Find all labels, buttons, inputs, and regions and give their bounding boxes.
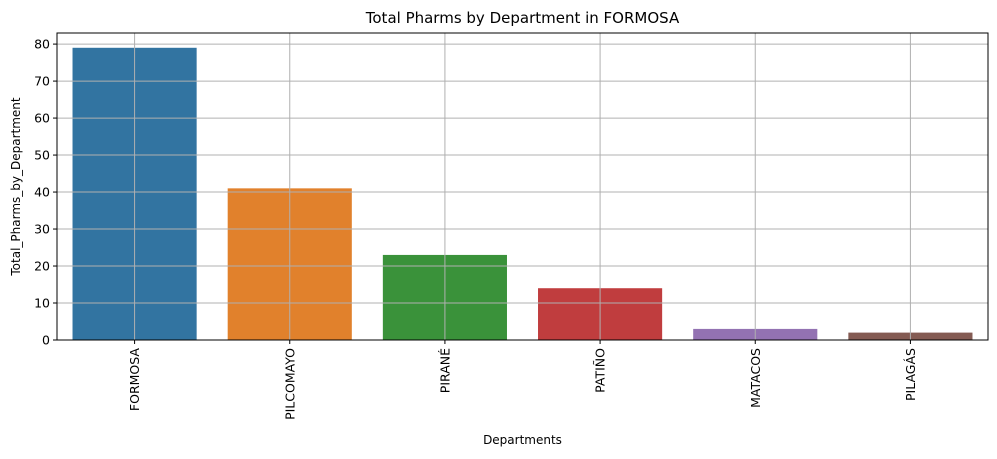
x-tick-label: MATACOS [748,348,763,408]
y-axis-label: Total_Pharms_by_Department [9,97,23,277]
y-tick-label: 50 [34,148,50,163]
y-tick-label: 10 [34,296,50,311]
x-tick-label: FORMOSA [127,348,142,412]
y-tick-label: 30 [34,222,50,237]
y-tick-label: 40 [34,185,50,200]
y-tick-label: 80 [34,37,50,52]
y-tick-label: 70 [34,74,50,89]
x-tick-label: PILCOMAYO [282,348,297,420]
x-axis-ticks: FORMOSA PILCOMAYO PIRANÉ PATIÑO MATACOS PILAG… [127,340,918,420]
x-tick-label: PILAGÁS [903,348,918,401]
x-tick-label: PIRANÉ [437,348,452,393]
plot-frame [56,32,989,341]
y-tick-label: 20 [34,259,50,274]
bars [72,47,973,341]
y-tick-label: 60 [34,111,50,126]
chart-title: Total Pharms by Department in FORMOSA [365,9,680,27]
x-tick-label: PATIÑO [593,348,608,393]
y-tick-label: 0 [42,333,50,348]
y-axis-ticks: 0 10 20 30 40 50 60 70 80 [34,37,57,348]
x-axis-label: Departments [483,433,562,447]
